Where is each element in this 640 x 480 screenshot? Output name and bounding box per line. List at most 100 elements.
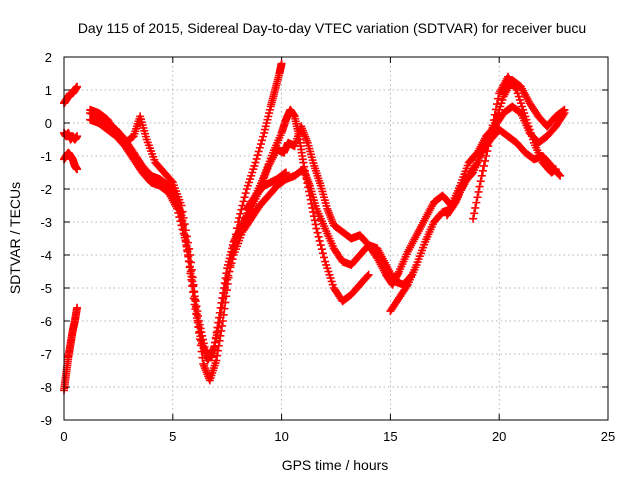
data-point: [223, 275, 232, 284]
y-tick-label: -9: [40, 413, 52, 428]
data-point: [195, 320, 204, 329]
data-point: [498, 95, 507, 104]
data-point: [248, 168, 257, 177]
data-point: [313, 228, 322, 237]
data-point: [190, 292, 199, 301]
data-point: [260, 128, 269, 137]
data-point: [281, 168, 290, 177]
data-point: [190, 287, 199, 296]
data-point: [482, 152, 491, 160]
data-point: [196, 324, 205, 333]
data-point: [256, 140, 265, 149]
data-point: [327, 277, 336, 286]
x-tick-label: 25: [601, 429, 615, 444]
data-point: [527, 132, 536, 141]
x-tick-label: 5: [169, 429, 176, 444]
data-point: [198, 331, 207, 340]
data-point: [240, 193, 249, 202]
data-point: [181, 237, 190, 246]
data-point: [483, 147, 492, 156]
data-point: [247, 171, 256, 180]
data-point: [487, 126, 496, 135]
data-point: [311, 220, 320, 229]
data-point: [176, 217, 185, 226]
data-point: [485, 137, 494, 146]
data-point: [218, 298, 227, 307]
data-point: [209, 345, 218, 354]
data-point: [523, 119, 532, 127]
data-point: [194, 312, 203, 321]
data-point: [259, 132, 268, 141]
data-point: [224, 271, 233, 280]
data-point: [237, 205, 246, 214]
data-point: [478, 166, 487, 175]
chart-title: Day 115 of 2015, Sidereal Day-to-day VTE…: [78, 20, 586, 36]
data-point: [494, 94, 503, 103]
data-point: [73, 303, 82, 312]
y-tick-label: -2: [40, 182, 52, 197]
data-point: [512, 86, 521, 94]
x-tick-label: 10: [274, 429, 288, 444]
data-point: [213, 351, 222, 360]
y-tick-label: 2: [45, 50, 52, 65]
y-tick-label: -6: [40, 314, 52, 329]
y-tick-label: -1: [40, 149, 52, 164]
data-point: [174, 208, 183, 217]
data-point: [187, 272, 196, 281]
data-point: [310, 216, 319, 225]
data-point: [191, 297, 200, 306]
x-tick-label: 15: [383, 429, 397, 444]
data-point: [516, 99, 525, 108]
data-point: [261, 125, 270, 134]
data-point: [226, 263, 235, 272]
y-tick-label: -5: [40, 281, 52, 296]
data-point: [217, 303, 226, 312]
data-point: [528, 135, 537, 144]
y-tick-label: 1: [45, 83, 52, 98]
data-point: [216, 313, 225, 322]
data-point: [524, 122, 533, 131]
data-point: [317, 245, 326, 254]
data-point: [277, 59, 286, 68]
data-point: [479, 161, 488, 170]
data-point: [194, 317, 203, 325]
data-point: [250, 161, 259, 170]
data-point: [484, 142, 493, 151]
data-point: [255, 143, 264, 152]
data-point: [214, 323, 223, 332]
data-point: [197, 328, 206, 337]
data-point: [177, 221, 186, 230]
x-axis-label: GPS time / hours: [282, 457, 389, 473]
data-point: [222, 279, 231, 288]
data-point: [178, 225, 187, 234]
data-point: [192, 302, 201, 311]
data-point: [184, 252, 193, 261]
data-point: [323, 264, 332, 273]
data-point: [551, 165, 560, 174]
data-point: [514, 92, 523, 101]
data-point: [262, 119, 271, 127]
data-point: [322, 260, 331, 269]
data-point: [560, 105, 569, 114]
data-point: [220, 288, 229, 297]
y-tick-label: -8: [40, 380, 52, 395]
data-point: [198, 335, 207, 344]
data-series: [60, 148, 82, 174]
data-point: [225, 267, 234, 276]
data-point: [251, 158, 260, 167]
data-point: [253, 151, 262, 160]
data-point: [556, 171, 565, 180]
data-point: [179, 229, 188, 238]
data-point: [519, 105, 528, 114]
data-point: [241, 189, 250, 198]
data-point: [491, 105, 500, 114]
y-axis-label: SDTVAR / TECUs: [7, 182, 23, 294]
data-point: [521, 112, 530, 121]
data-point: [324, 267, 333, 276]
data-point: [243, 181, 252, 190]
data-point: [167, 177, 176, 186]
y-tick-label: -3: [40, 215, 52, 230]
data-point: [182, 242, 191, 251]
data-point: [555, 170, 564, 179]
data-point: [216, 308, 225, 317]
